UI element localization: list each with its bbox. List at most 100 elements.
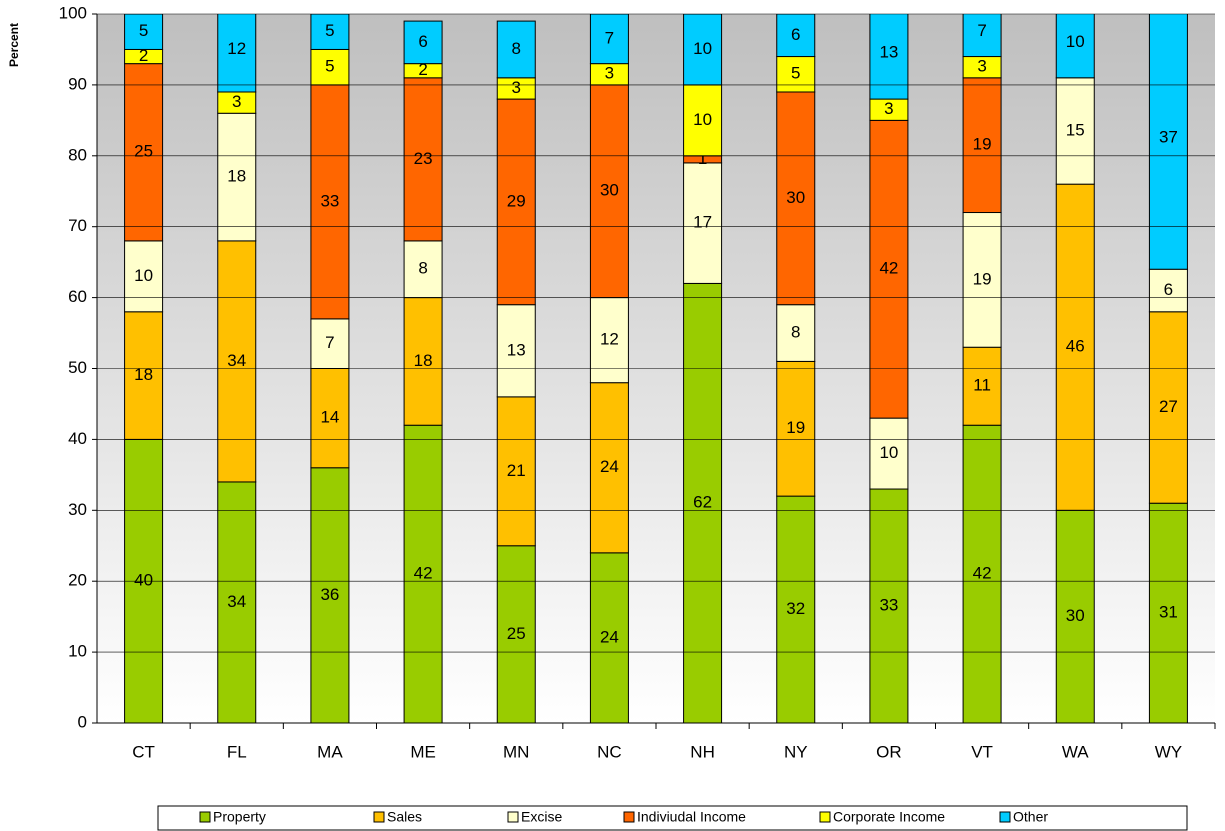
y-tick-label: 40 (68, 429, 87, 448)
data-label: 10 (879, 443, 898, 462)
data-label: 2 (418, 60, 427, 79)
y-tick-label: 100 (59, 3, 87, 22)
bar-segment (124, 311, 164, 440)
legend-swatch (623, 811, 635, 823)
legend-label: Excise (521, 809, 562, 825)
bar-segment (403, 77, 443, 242)
x-tick-label: NY (784, 742, 808, 761)
y-axis-label: Percent (7, 23, 21, 67)
data-label: 6 (1164, 280, 1173, 299)
bar-segment (776, 304, 816, 362)
bar-segment (1148, 268, 1188, 313)
bar-segment (1055, 183, 1095, 511)
data-label: 5 (325, 21, 334, 40)
data-label: 14 (320, 408, 339, 427)
legend-label: Other (1013, 809, 1048, 825)
x-tick-label: NC (597, 742, 622, 761)
data-label: 10 (693, 110, 712, 129)
data-label: 36 (320, 585, 339, 604)
data-label: 46 (1066, 337, 1085, 356)
bar-segment (496, 396, 536, 547)
data-label: 42 (879, 259, 898, 278)
data-label: 18 (414, 351, 433, 370)
data-label: 30 (600, 181, 619, 200)
data-label: 40 (134, 571, 153, 590)
bar-segment (962, 346, 1002, 426)
legend-swatch (999, 811, 1011, 823)
x-tick-label: NH (690, 742, 715, 761)
y-tick-label: 50 (68, 358, 87, 377)
bar-segment (962, 77, 1002, 214)
data-label: 24 (600, 627, 619, 646)
data-label: 30 (786, 188, 805, 207)
data-label: 25 (134, 142, 153, 161)
data-label: 13 (507, 340, 526, 359)
data-label: 1 (698, 149, 707, 168)
data-label: 19 (786, 418, 805, 437)
data-label: 19 (973, 135, 992, 154)
bar-segment (496, 545, 536, 723)
x-tick-label: CT (132, 742, 155, 761)
data-label: 6 (791, 25, 800, 44)
data-label: 8 (512, 39, 521, 58)
bar-segment (776, 495, 816, 723)
data-label: 33 (320, 191, 339, 210)
data-label: 25 (507, 624, 526, 643)
data-label: 10 (693, 39, 712, 58)
data-label: 6 (418, 32, 427, 51)
data-label: 62 (693, 493, 712, 512)
x-tick-label: WA (1062, 742, 1089, 761)
data-label: 17 (693, 213, 712, 232)
bar-segment (1148, 502, 1188, 723)
bar-segment (403, 240, 443, 299)
bar-segment (310, 368, 350, 469)
data-label: 18 (134, 365, 153, 384)
bar-segment (776, 91, 816, 306)
data-label: 11 (973, 376, 991, 395)
data-label: 21 (507, 461, 526, 480)
y-tick-label: 90 (68, 74, 87, 93)
bar-segment (962, 424, 1002, 723)
bar-segment (776, 56, 816, 93)
legend (157, 805, 1188, 831)
bar-segment (217, 481, 257, 723)
data-label: 5 (139, 21, 148, 40)
legend-swatch (199, 811, 211, 823)
bar-segment (310, 84, 350, 320)
data-label: 7 (605, 28, 614, 47)
legend-label: Corporate Income (833, 809, 945, 825)
x-tick-label: FL (227, 742, 247, 761)
bars: 4018102525343418312361473355421882326252… (124, 14, 1188, 723)
data-label: 33 (879, 595, 898, 614)
bar-segment (217, 112, 257, 242)
data-label: 19 (973, 269, 992, 288)
bar-segment (1148, 311, 1188, 504)
bar-segment (403, 297, 443, 426)
data-label: 3 (232, 92, 241, 111)
data-label: 8 (418, 259, 427, 278)
y-tick-label: 0 (78, 712, 87, 731)
bar-segment (496, 20, 536, 79)
data-label: 23 (414, 149, 433, 168)
bar-segment (403, 20, 443, 65)
data-label: 12 (600, 330, 619, 349)
data-label: 34 (227, 351, 246, 370)
bar-segment (124, 14, 164, 50)
x-tick-label: WY (1155, 742, 1182, 761)
legend-label: Property (213, 809, 266, 825)
y-tick-label: 10 (68, 642, 87, 661)
data-label: 3 (977, 57, 986, 76)
bar-segment (776, 14, 816, 58)
data-label: 12 (227, 39, 246, 58)
legend-swatch (373, 811, 385, 823)
data-label: 2 (139, 46, 148, 65)
data-label: 15 (1066, 120, 1085, 139)
data-label: 27 (1159, 397, 1178, 416)
data-label: 7 (977, 21, 986, 40)
bar-segment (589, 14, 629, 65)
bar-segment (1055, 509, 1095, 723)
data-label: 31 (1159, 603, 1178, 622)
x-tick-label: VT (971, 742, 993, 761)
bar-segment (776, 360, 816, 497)
